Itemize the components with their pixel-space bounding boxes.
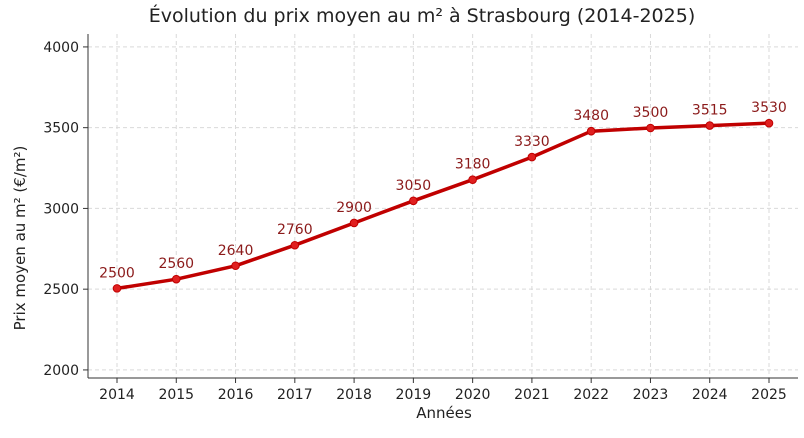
data-point (349, 218, 359, 228)
chart-title: Évolution du prix moyen au m² à Strasbou… (149, 4, 695, 27)
data-point (409, 196, 418, 206)
y-tick-label: 3000 (43, 201, 79, 217)
data-label: 2900 (336, 200, 372, 216)
tick-labels: 2014 2015 2016 2017 2018 2019 2020 2021 2022 2023… (43, 40, 786, 403)
data-point (705, 121, 715, 130)
x-tick-label: 2016 (218, 387, 254, 403)
data-point (646, 123, 655, 133)
data-point (586, 126, 596, 136)
data-point (112, 284, 122, 293)
x-tick-label: 2022 (573, 387, 609, 403)
grid (88, 34, 798, 378)
data-point (527, 152, 537, 162)
data-label: 3330 (514, 134, 550, 150)
data-label: 3530 (751, 100, 787, 116)
data-label: 2640 (218, 243, 254, 259)
x-tick-label: 2018 (336, 387, 372, 403)
axes (83, 34, 798, 383)
x-tick-label: 2019 (396, 387, 432, 403)
y-tick-label: 2000 (43, 363, 79, 379)
x-axis-label: Années (416, 404, 472, 422)
data-point (468, 175, 477, 184)
y-tick-label: 3500 (43, 121, 79, 137)
x-tick-label: 2024 (692, 387, 728, 403)
data-label: 2560 (158, 256, 194, 272)
x-tick-label: 2023 (633, 387, 669, 403)
data-point (171, 274, 181, 284)
y-tick-label: 4000 (43, 40, 79, 56)
x-tick-label: 2021 (514, 387, 550, 403)
data-label: 3500 (633, 105, 669, 121)
x-tick-label: 2015 (158, 387, 194, 403)
x-tick-label: 2014 (99, 387, 135, 403)
data-label: 3480 (573, 108, 609, 124)
data-label: 3050 (396, 178, 432, 194)
data-point (231, 261, 240, 271)
data-label: 3180 (455, 157, 491, 173)
data-label: 2760 (277, 222, 313, 238)
data-label: 3515 (692, 103, 728, 119)
y-tick-label: 2500 (43, 282, 79, 298)
data-point (764, 118, 774, 128)
series-line-group (112, 118, 774, 293)
y-axis-label: Prix moyen au m² (€/m²) (11, 146, 29, 331)
series-line (115, 121, 771, 291)
data-point (290, 240, 300, 250)
data-labels: 2500 2560 2640 2760 2900 3050 3180 3330 3480 3500… (99, 100, 787, 281)
x-tick-label: 2025 (751, 387, 787, 403)
x-tick-label: 2020 (455, 387, 491, 403)
data-label: 2500 (99, 265, 135, 281)
x-tick-label: 2017 (277, 387, 313, 403)
